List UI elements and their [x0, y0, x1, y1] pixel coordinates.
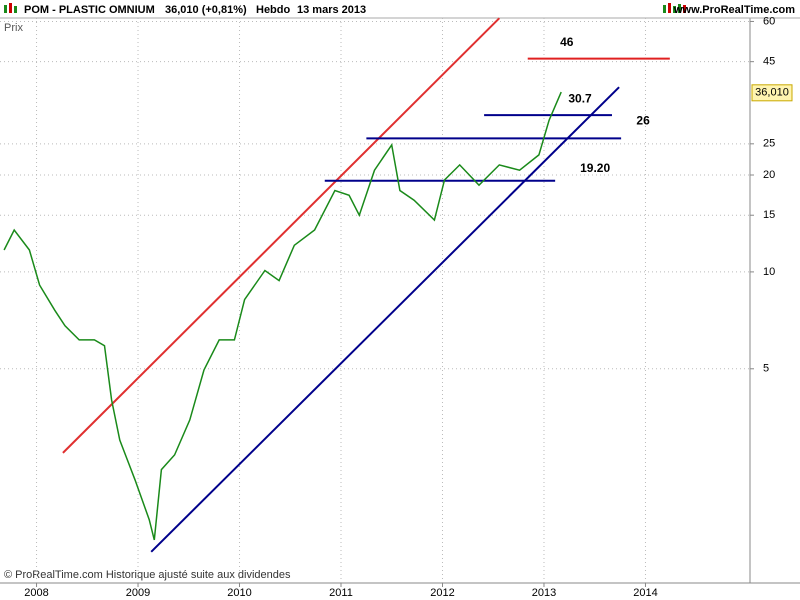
- x-tick-label: 2012: [430, 587, 454, 599]
- site: www.ProRealTime.com: [673, 4, 795, 16]
- header-icon: [4, 3, 686, 13]
- y-tick-label: 25: [763, 138, 775, 150]
- level-label: 46: [560, 35, 574, 49]
- y-tick-label: 45: [763, 56, 775, 68]
- quote: 36,010 (+0,81%): [165, 4, 247, 16]
- level-label: 19.20: [580, 161, 610, 175]
- x-tick-label: 2011: [329, 587, 353, 599]
- x-tick-label: 2014: [633, 587, 657, 599]
- x-tick-label: 2010: [227, 587, 251, 599]
- y-tick-label: 5: [763, 363, 769, 375]
- y-tick-label: 15: [763, 209, 775, 221]
- level-label: 26: [636, 114, 650, 128]
- date: 13 mars 2013: [297, 4, 366, 16]
- y-tick-label: 20: [763, 169, 775, 181]
- period: Hebdo: [256, 4, 291, 16]
- symbol: POM - PLASTIC OMNIUM: [24, 4, 155, 16]
- footer: © ProRealTime.com Historique ajusté suit…: [4, 569, 291, 581]
- trend-line: [150, 86, 620, 553]
- last-price-tag: [751, 84, 793, 102]
- price-line: [3, 91, 562, 541]
- last-price-label: 36,010: [755, 87, 789, 99]
- x-tick-label: 2009: [126, 587, 150, 599]
- x-tick-label: 2008: [24, 587, 48, 599]
- trend-line: [62, 17, 501, 454]
- y-tick-label: 60: [763, 15, 775, 27]
- x-tick-label: 2013: [532, 587, 556, 599]
- y-tick-label: 10: [763, 266, 775, 278]
- y-label: Prix: [4, 22, 23, 34]
- level-label: 30.7: [568, 91, 592, 105]
